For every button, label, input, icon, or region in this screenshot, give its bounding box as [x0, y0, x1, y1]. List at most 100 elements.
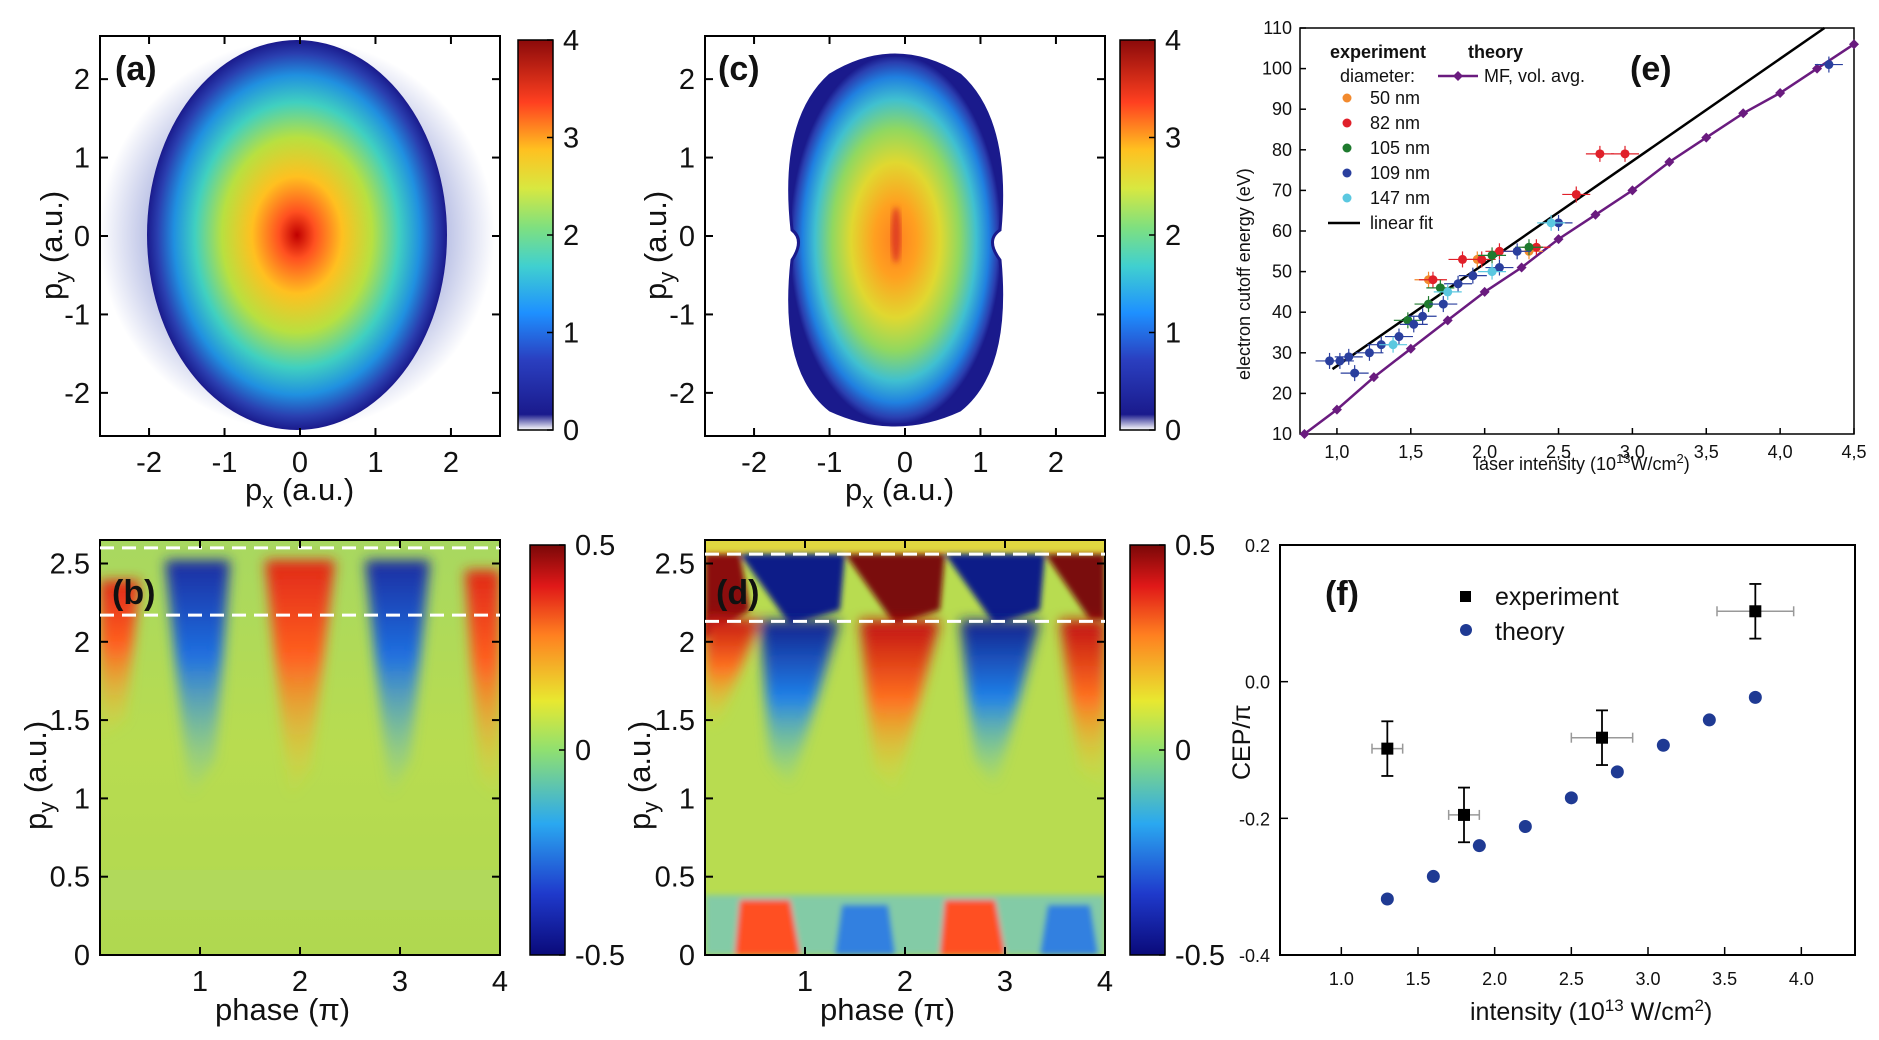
colorbar-tick-label: 0	[1165, 415, 1181, 447]
theory-line	[1303, 43, 1855, 435]
panel-d: (d) 1 2 3 4 0 0.5 1 1.5 2 2.5 phase (π) py (a.u.)…	[622, 530, 1225, 1027]
theory-point	[1812, 63, 1823, 74]
xtick-label: 3.5	[1712, 969, 1737, 989]
experiment-point	[1596, 731, 1608, 744]
ytick-label: -1	[669, 299, 695, 331]
heatmap-lower-band-b	[100, 870, 500, 910]
panel-e: 1,0 1,5 2,0 2,5 3,0 3,5 4,0 4,5 10 20 30 40 50 60 70 80…	[1234, 18, 1867, 474]
panel-c: (c) -2 -1 0 1 2 -2 -1 0 1 2 px (a.u.) py (a.u.) 0…	[638, 25, 1181, 513]
ytick-label: 2	[74, 64, 90, 96]
ylabel-b: py (a.u.)	[18, 721, 59, 830]
ytick-label: 0.2	[1245, 536, 1270, 556]
data-point-109-nm	[1394, 332, 1404, 342]
colorbar-tick-label: 1	[1165, 318, 1181, 350]
theory-point	[1516, 262, 1527, 273]
ytick-label: 40	[1272, 302, 1292, 322]
heatmap-features-b	[100, 560, 500, 800]
ytick-label: 1.5	[655, 705, 695, 737]
ytick-label: 0.0	[1245, 673, 1270, 693]
legend-label: 147 nm	[1370, 188, 1430, 208]
ytick-label: 1	[74, 783, 90, 815]
legend-label: 109 nm	[1370, 163, 1430, 183]
theory-point	[1368, 372, 1379, 383]
theory-point	[1331, 404, 1342, 415]
ylabel-a: py (a.u.)	[34, 191, 75, 300]
legend-diameter-label: diameter:	[1340, 66, 1415, 86]
data-point-82-nm	[1571, 189, 1581, 199]
ytick-label: 0.5	[50, 862, 90, 894]
xtick-label: 1	[192, 966, 208, 998]
legend-theory-title: theory	[1468, 42, 1523, 62]
legend-label: 82 nm	[1370, 113, 1420, 133]
legend-theory-label: MF, vol. avg.	[1484, 66, 1585, 86]
xtick-label: 0	[292, 447, 308, 479]
data-point-82-nm	[1458, 254, 1468, 264]
theory-point	[1518, 820, 1532, 834]
ytick-label: 1.5	[50, 705, 90, 737]
data-point-109-nm	[1364, 348, 1374, 358]
ticks-d: 1 2 3 4 0 0.5 1 1.5 2 2.5	[655, 540, 1113, 998]
data-point-147-nm	[1487, 267, 1497, 277]
data-point-109-nm	[1350, 368, 1360, 378]
ylabel-e: electron cutoff energy (eV)	[1234, 168, 1254, 380]
legend-label: 50 nm	[1370, 88, 1420, 108]
ytick-label: 100	[1262, 59, 1292, 79]
colorbar-ticks-a: 0 1 2 3 4	[547, 25, 579, 447]
xlabel-c: px (a.u.)	[845, 472, 954, 513]
ticks-c: -2 -1 0 1 2 -2 -1 0 1 2	[669, 36, 1105, 479]
ytick-label: 20	[1272, 383, 1292, 403]
xtick-label: 1,0	[1324, 442, 1349, 462]
theory-point	[1426, 869, 1440, 883]
data-point-109-nm	[1409, 319, 1419, 329]
marks-f	[1371, 583, 1795, 906]
colorbar-tick-label: 4	[563, 25, 579, 57]
theory-point	[1553, 234, 1564, 245]
data-point-109-nm	[1453, 279, 1463, 289]
legend-label-theory: theory	[1495, 618, 1565, 646]
data-point-82-nm	[1620, 149, 1630, 159]
colorbar-tick-label: -0.5	[1175, 940, 1225, 972]
data-point-147-nm	[1546, 218, 1556, 228]
panel-label-b: (b)	[112, 574, 155, 612]
xtick-label: 1.5	[1405, 969, 1430, 989]
colorbar-tick-label: 0	[1175, 735, 1191, 767]
xtick-label: 2.5	[1559, 969, 1584, 989]
xtick-label: -1	[817, 447, 843, 479]
heatmap-bottom-features-d	[705, 895, 1105, 955]
legend-marker	[1342, 168, 1352, 178]
ticks-e: 1,0 1,5 2,0 2,5 3,0 3,5 4,0 4,5 10 20 30 40 50 60 70 80…	[1262, 18, 1867, 462]
xtick-label: 1	[797, 966, 813, 998]
colorbar-tick-label: -0.5	[575, 940, 625, 972]
experiment-point	[1381, 742, 1394, 755]
data-point-82-nm	[1477, 254, 1487, 264]
colorbar-tick-label: 2	[1165, 220, 1181, 252]
xtick-label: 2	[292, 966, 308, 998]
heatmap-tongues-d	[705, 615, 1105, 795]
dashed-lines-d	[705, 552, 1105, 623]
colorbar-ticks-b: -0.5 0 0.5	[559, 530, 625, 972]
ytick-label: 30	[1272, 343, 1292, 363]
theory-point	[1664, 156, 1675, 167]
xtick-label: 3	[997, 966, 1013, 998]
ytick-label: -2	[64, 378, 90, 410]
ylabel-d: py (a.u.)	[622, 721, 663, 830]
center-spike-c	[891, 207, 901, 263]
xlabel-e: laser intensity (1013W/cm2)	[1475, 451, 1690, 474]
ytick-label: 50	[1272, 262, 1292, 282]
data-point-109-nm	[1418, 311, 1428, 321]
experiment-point	[1458, 808, 1470, 821]
xtick-label: 2.0	[1482, 969, 1507, 989]
theory-point	[1405, 343, 1416, 354]
ytick-label: 2	[679, 627, 695, 659]
xtick-label: 1,5	[1398, 442, 1423, 462]
theory-point	[1479, 286, 1490, 297]
xtick-label: -2	[136, 447, 162, 479]
legend-marker-theory	[1460, 624, 1472, 636]
ytick-label: -2	[669, 378, 695, 410]
ytick-label: 0	[679, 940, 695, 972]
theory-point	[1738, 108, 1749, 119]
xtick-label: 2,0	[1472, 442, 1497, 462]
theory-point	[1299, 429, 1310, 439]
ticks-f: 1.0 1.5 2.0 2.5 3.0 3.5 4.0 -0.4 -0.2 0.0 0.2	[1239, 536, 1814, 989]
